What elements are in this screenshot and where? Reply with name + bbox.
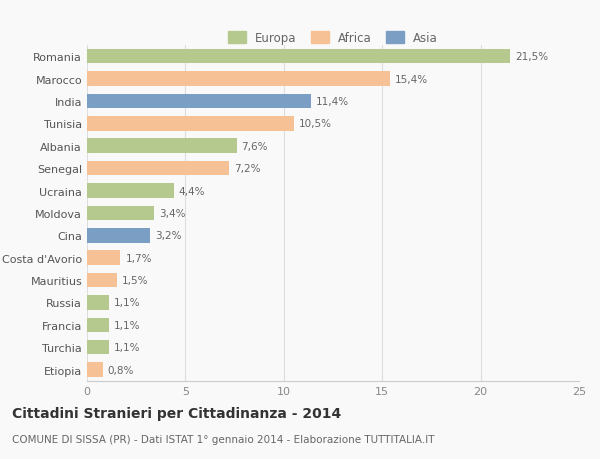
Bar — [87, 139, 236, 154]
Bar — [87, 162, 229, 176]
Bar — [87, 50, 510, 64]
Text: 1,1%: 1,1% — [113, 342, 140, 353]
Text: 1,7%: 1,7% — [125, 253, 152, 263]
Bar — [87, 206, 154, 221]
Bar — [87, 229, 150, 243]
Bar — [87, 340, 109, 355]
Text: 7,2%: 7,2% — [233, 164, 260, 174]
Text: 21,5%: 21,5% — [515, 52, 548, 62]
Text: 1,5%: 1,5% — [121, 275, 148, 285]
Text: 1,1%: 1,1% — [113, 298, 140, 308]
Bar — [87, 72, 390, 87]
Legend: Europa, Africa, Asia: Europa, Africa, Asia — [224, 28, 442, 48]
Text: COMUNE DI SISSA (PR) - Dati ISTAT 1° gennaio 2014 - Elaborazione TUTTITALIA.IT: COMUNE DI SISSA (PR) - Dati ISTAT 1° gen… — [12, 434, 434, 444]
Bar — [87, 95, 311, 109]
Bar — [87, 117, 293, 131]
Text: 10,5%: 10,5% — [299, 119, 332, 129]
Bar — [87, 296, 109, 310]
Text: 0,8%: 0,8% — [107, 365, 134, 375]
Text: 3,4%: 3,4% — [159, 208, 185, 218]
Text: 3,2%: 3,2% — [155, 231, 181, 241]
Bar — [87, 251, 121, 265]
Text: 11,4%: 11,4% — [316, 97, 349, 107]
Text: 4,4%: 4,4% — [179, 186, 205, 196]
Bar — [87, 184, 173, 198]
Bar — [87, 363, 103, 377]
Text: 1,1%: 1,1% — [113, 320, 140, 330]
Text: 7,6%: 7,6% — [241, 141, 268, 151]
Bar — [87, 318, 109, 332]
Text: 15,4%: 15,4% — [395, 74, 428, 84]
Text: Cittadini Stranieri per Cittadinanza - 2014: Cittadini Stranieri per Cittadinanza - 2… — [12, 406, 341, 420]
Bar — [87, 273, 116, 288]
